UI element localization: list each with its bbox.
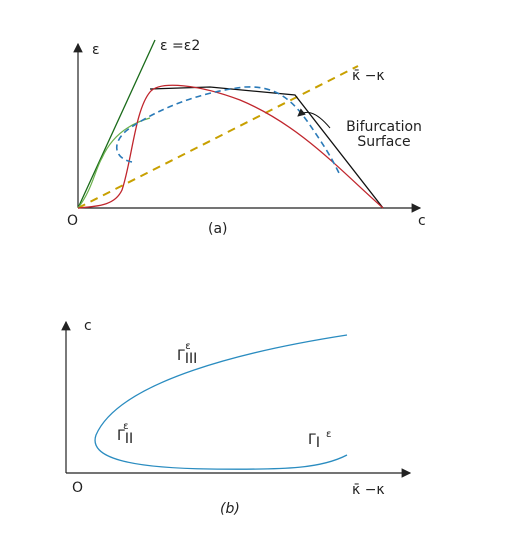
origin-label: O (67, 213, 78, 229)
diagonal (77, 65, 359, 209)
annotation: Bifurcation (346, 119, 422, 135)
blue-curve (115, 86, 341, 176)
curve-base: Γ (177, 348, 185, 364)
curve-label: ΓIε (308, 429, 331, 451)
bifurcation-curve (94, 334, 348, 470)
annotation: Surface (357, 134, 410, 150)
curve-sub: I (316, 435, 320, 451)
diagonal-label: κ̄ −κ (352, 68, 385, 84)
y-axis-label: ε (92, 42, 100, 58)
annotation-arrow (297, 108, 331, 129)
x-axis-label: κ̄ −κ (352, 482, 385, 498)
panel-b: c ΓIIIε ΓIIε ΓIε O κ̄ −κ (b) (61, 318, 412, 517)
curve-label: ΓIIε (117, 421, 133, 447)
curve-sub: III (185, 351, 197, 367)
panel-a: ε ε =ε2 κ̄ −κ Bifurcation Surface O c (a… (67, 38, 426, 237)
line-eps2 (77, 39, 156, 209)
green-curve (77, 117, 151, 209)
line-label: ε =ε2 (160, 38, 200, 54)
red-curve (77, 84, 384, 209)
origin-label: O (72, 480, 83, 496)
caption: (a) (208, 221, 228, 237)
curve-base: Γ (117, 428, 125, 444)
black-curve (149, 86, 384, 209)
x-axis-label: c (418, 213, 426, 229)
y-axis-label: c (84, 318, 92, 334)
curve-base: Γ (308, 432, 316, 448)
curve-sub: II (125, 431, 133, 447)
caption: (b) (220, 501, 240, 517)
curve-sup: ε (326, 429, 331, 440)
curve-label: ΓIIIε (177, 341, 197, 367)
curve-sup: ε (123, 421, 128, 432)
curve-sup: ε (185, 341, 190, 352)
